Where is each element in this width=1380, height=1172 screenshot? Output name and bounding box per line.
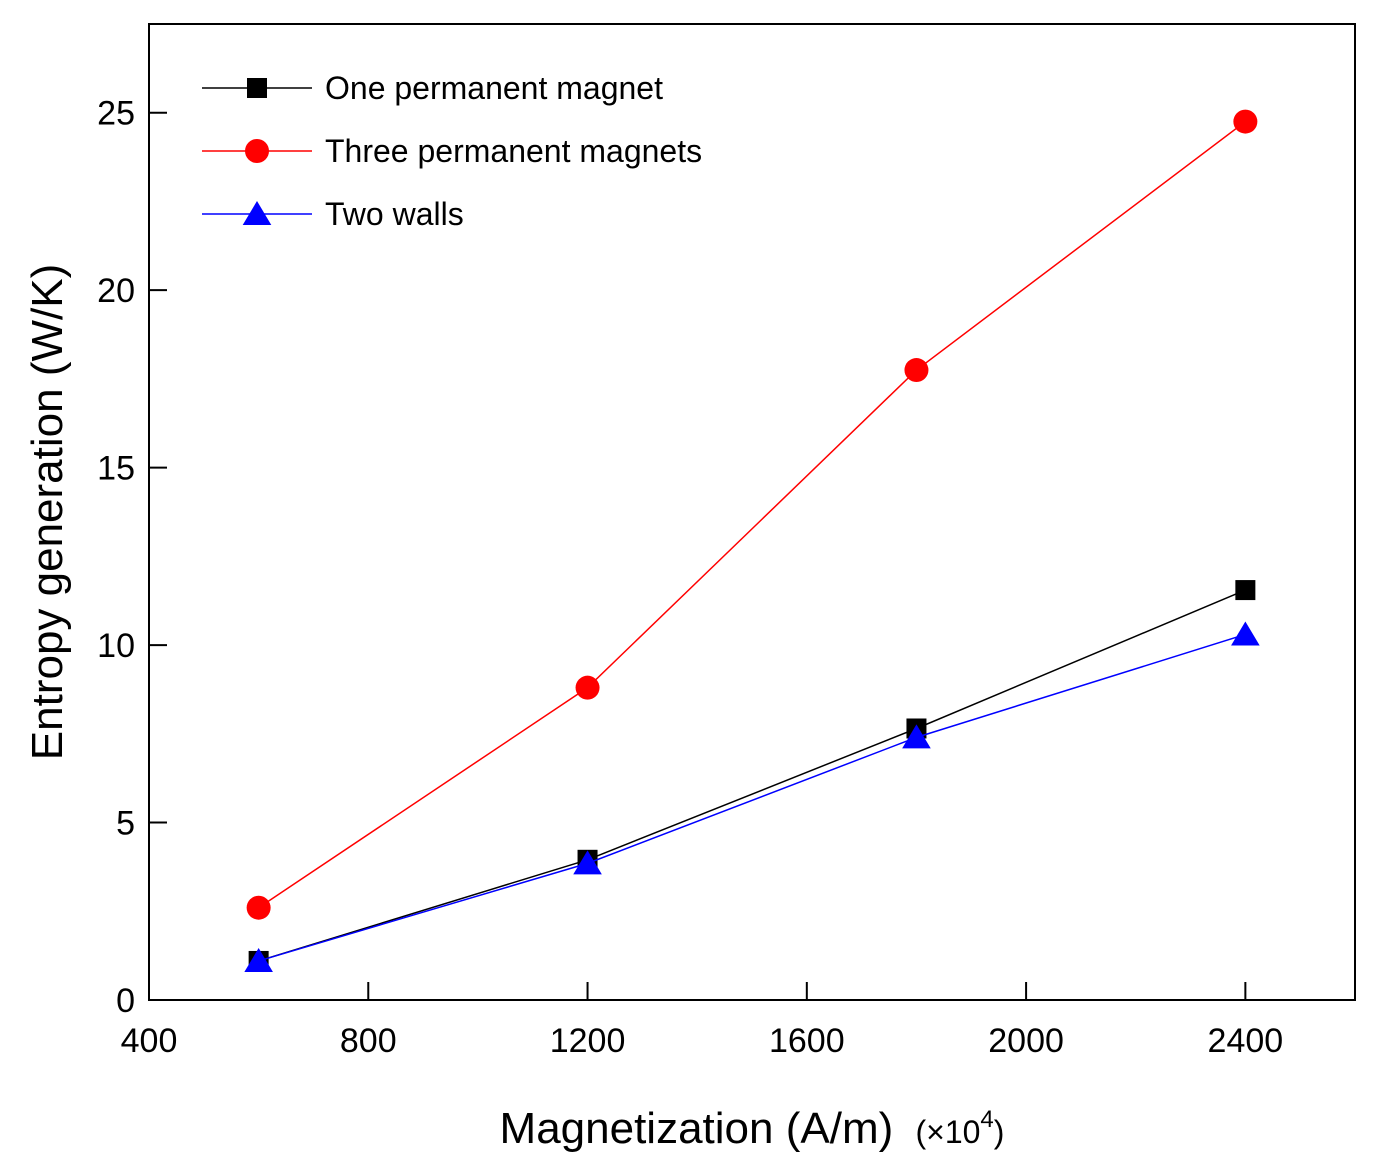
plot-frame	[148, 23, 1356, 1001]
data-point-marker	[575, 675, 600, 700]
legend-label: Two walls	[325, 196, 464, 232]
y-tick-label: 0	[116, 982, 135, 1020]
data-point-marker	[1233, 109, 1258, 134]
series-group	[244, 109, 1260, 973]
legend-label: One permanent magnet	[325, 70, 663, 106]
data-point-marker	[1231, 621, 1260, 646]
y-axis-title: Entropy generation (W/K)	[23, 264, 72, 760]
series-line	[258, 633, 1246, 962]
series-line	[258, 589, 1246, 962]
series-0	[248, 580, 1256, 971]
legend-marker	[247, 78, 267, 98]
legend: One permanent magnet Three permanent magn…	[202, 70, 702, 232]
y-tick-label: 5	[116, 805, 135, 843]
x-tick-label: 2400	[1208, 1022, 1284, 1060]
series-2	[244, 621, 1260, 973]
data-point-marker	[904, 358, 929, 383]
x-tick-label: 800	[340, 1022, 397, 1060]
y-tick-label: 25	[97, 95, 135, 133]
x-tick-label: 1600	[769, 1022, 845, 1060]
legend-item: Two walls	[202, 196, 464, 232]
data-point-marker	[244, 947, 273, 973]
legend-marker	[242, 201, 272, 226]
data-point-marker	[902, 724, 931, 749]
data-point-marker	[246, 895, 271, 920]
legend-label: Three permanent magnets	[325, 133, 702, 169]
x-axis-title: Magnetization (A/m) (×104)	[500, 1104, 1005, 1153]
y-tick-label: 10	[97, 627, 135, 665]
y-tick-label: 20	[97, 272, 135, 310]
x-axis-unit-close: )	[994, 1114, 1005, 1150]
x-axis-unit-factor: (×10	[915, 1114, 980, 1150]
series-line	[258, 121, 1246, 909]
legend-item: Three permanent magnets	[202, 133, 702, 169]
legend-marker	[245, 139, 269, 163]
y-tick-label: 15	[97, 450, 135, 488]
legend-item: One permanent magnet	[202, 70, 663, 106]
x-axis-unit-exponent: 4	[980, 1106, 993, 1133]
data-point-marker	[1235, 580, 1256, 601]
axis-ticks: 400 800 1200 1600 2000 2400 0 5 10 15 20 25	[97, 95, 1283, 1060]
x-tick-label: 400	[121, 1022, 178, 1060]
x-tick-label: 2000	[988, 1022, 1064, 1060]
x-tick-label: 1200	[550, 1022, 626, 1060]
x-axis-title-main: Magnetization (A/m)	[500, 1104, 894, 1153]
series-1	[246, 109, 1258, 920]
data-point-marker	[573, 850, 602, 875]
